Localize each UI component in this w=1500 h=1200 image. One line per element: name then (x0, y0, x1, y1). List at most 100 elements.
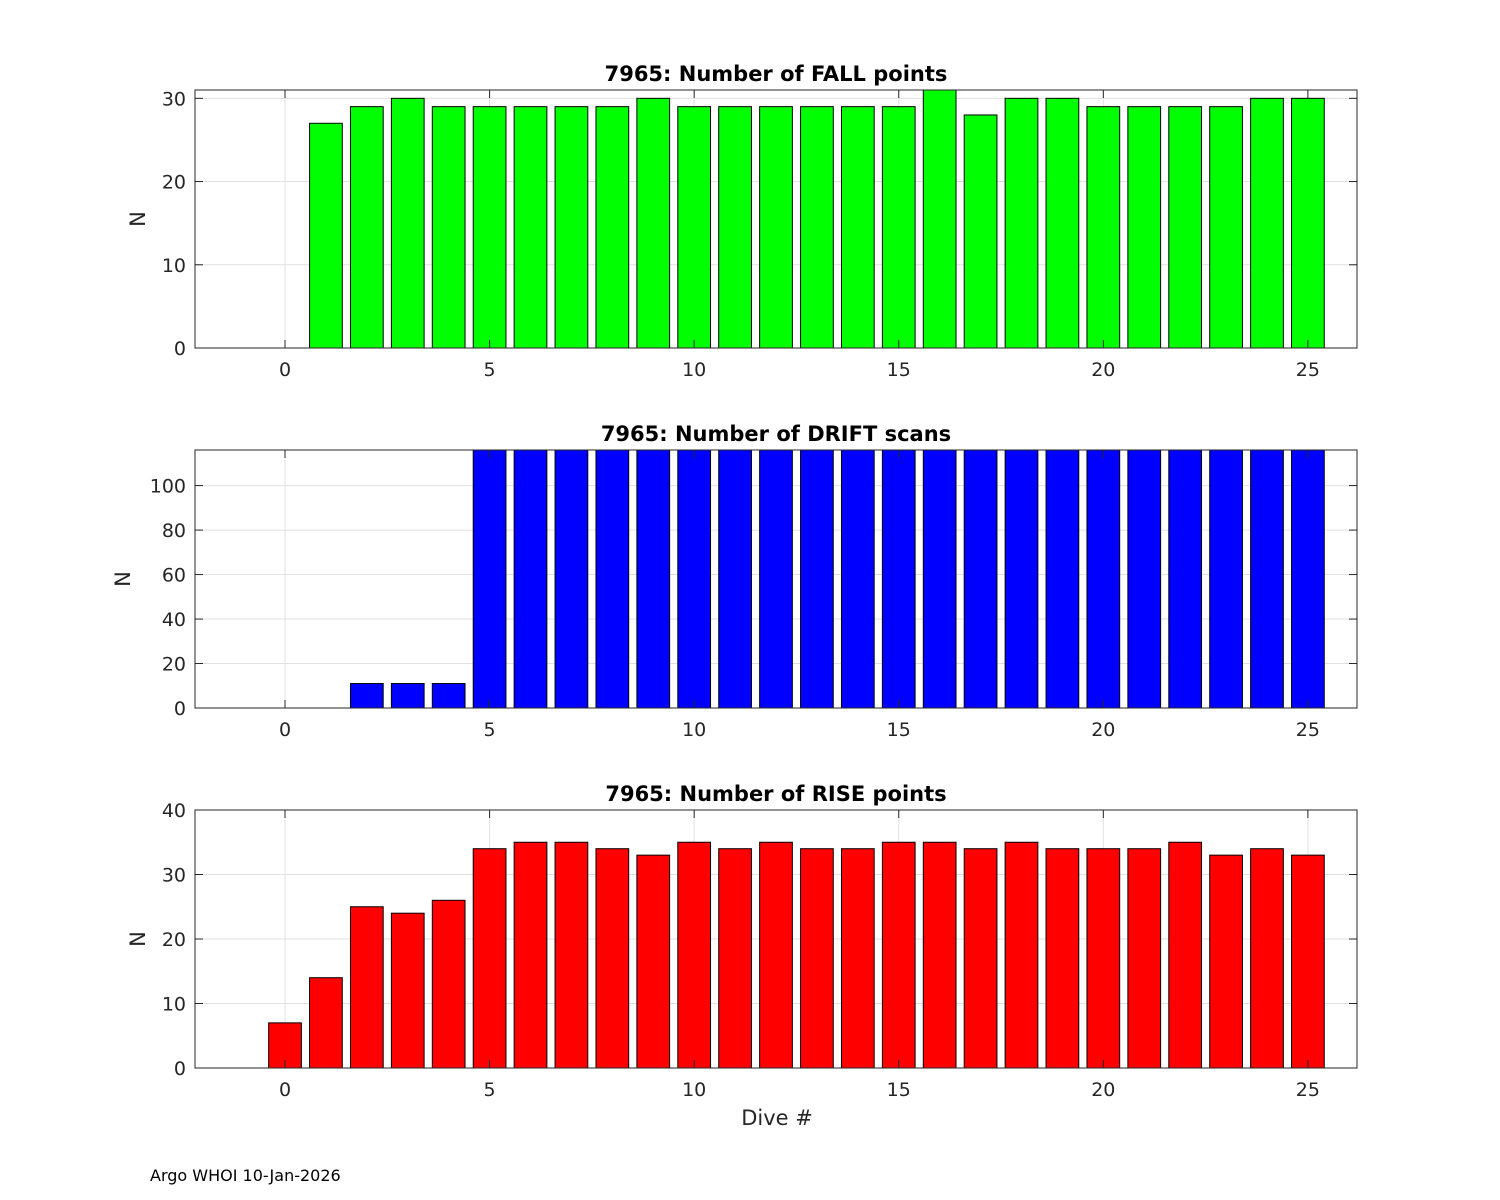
bar (390, 97, 425, 349)
x-tick-label: 20 (1091, 359, 1115, 381)
x-tick-label: 0 (279, 719, 291, 741)
bar (390, 683, 425, 709)
bar (513, 449, 548, 709)
bar (513, 106, 548, 349)
bar (922, 449, 957, 709)
bar (718, 106, 752, 349)
chart-title: 7965: Number of DRIFT scans (601, 422, 951, 446)
bar (800, 106, 834, 349)
bar (1168, 841, 1203, 1069)
bar (472, 449, 507, 709)
bar (1250, 97, 1284, 349)
bar (1291, 854, 1325, 1069)
y-tick-label: 30 (162, 865, 186, 887)
x-tick-label: 15 (887, 1079, 911, 1101)
bar (595, 449, 630, 709)
bar (431, 106, 466, 349)
x-tick-label: 25 (1296, 719, 1320, 741)
bar (800, 848, 834, 1069)
bar (1168, 106, 1203, 349)
bar (431, 683, 466, 709)
bar (472, 848, 507, 1069)
bar (309, 977, 343, 1069)
bar (718, 848, 752, 1069)
bar (472, 106, 507, 349)
bar (1209, 449, 1243, 709)
bar (554, 841, 589, 1069)
x-tick-label: 5 (484, 359, 496, 381)
y-tick-label: 100 (150, 476, 186, 498)
x-tick-label: 15 (887, 719, 911, 741)
bar (1086, 449, 1121, 709)
bar (840, 106, 875, 349)
bar (840, 848, 875, 1069)
y-tick-label: 0 (174, 698, 186, 720)
bar (1168, 449, 1203, 709)
y-tick-label: 80 (162, 520, 186, 542)
bar (390, 912, 425, 1069)
bar (431, 899, 466, 1069)
bar (1250, 848, 1284, 1069)
bar (922, 89, 957, 349)
bar (759, 841, 793, 1069)
x-tick-label: 5 (484, 719, 496, 741)
x-tick-label: 20 (1091, 1079, 1115, 1101)
chart-title: 7965: Number of FALL points (605, 62, 948, 86)
bar (349, 683, 384, 709)
bar (1086, 848, 1121, 1069)
bar (636, 449, 671, 709)
y-tick-label: 0 (174, 1058, 186, 1080)
y-axis-label: N (111, 571, 135, 587)
y-tick-label: 20 (162, 654, 186, 676)
bar (963, 449, 998, 709)
x-tick-label: 10 (682, 359, 706, 381)
y-tick-label: 10 (162, 994, 186, 1016)
bar (759, 106, 793, 349)
y-tick-label: 20 (162, 929, 186, 951)
x-tick-label: 15 (887, 359, 911, 381)
bar (1004, 841, 1039, 1069)
bar (1045, 848, 1080, 1069)
bar (595, 106, 630, 349)
bar (677, 106, 712, 349)
x-tick-label: 0 (279, 1079, 291, 1101)
bar (1209, 854, 1243, 1069)
y-tick-label: 10 (162, 255, 186, 277)
bar (554, 449, 589, 709)
x-tick-label: 10 (682, 719, 706, 741)
bar (636, 97, 671, 349)
y-axis-label: N (126, 211, 150, 227)
bar (881, 449, 916, 709)
bar (1127, 449, 1162, 709)
x-axis-label: Dive # (741, 1106, 813, 1130)
bar (759, 449, 793, 709)
y-tick-label: 30 (162, 88, 186, 110)
bar (677, 449, 712, 709)
bar (349, 106, 384, 349)
bar (349, 906, 384, 1069)
bar (1209, 106, 1243, 349)
bar (1127, 106, 1162, 349)
bar (881, 841, 916, 1069)
footer-caption: Argo WHOI 10-Jan-2026 (150, 1166, 341, 1185)
y-tick-label: 40 (162, 609, 186, 631)
bar (963, 848, 998, 1069)
bar (554, 106, 589, 349)
bar (1004, 97, 1039, 349)
bar (1291, 97, 1325, 349)
bar (963, 114, 998, 349)
x-tick-label: 25 (1296, 1079, 1320, 1101)
bar (1086, 106, 1121, 349)
bar (840, 449, 875, 709)
chart-title: 7965: Number of RISE points (605, 782, 946, 806)
x-tick-label: 10 (682, 1079, 706, 1101)
y-tick-label: 0 (174, 338, 186, 360)
y-tick-label: 20 (162, 172, 186, 194)
bar (800, 449, 834, 709)
axes-box (194, 89, 1358, 349)
bar (1045, 449, 1080, 709)
bar (636, 854, 671, 1069)
axes-box (194, 449, 1358, 709)
x-tick-label: 25 (1296, 359, 1320, 381)
